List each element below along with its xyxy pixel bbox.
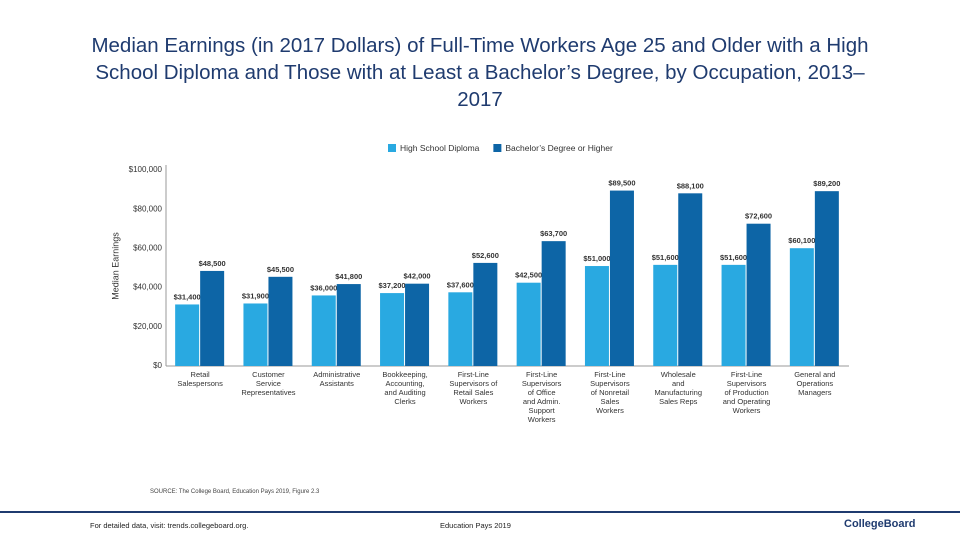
bar [653,264,678,366]
footer-center: Education Pays 2019 [440,521,511,530]
bar [175,304,200,366]
x-tick-label: General and Operations Managers [794,370,836,397]
bar [405,283,430,366]
value-label: $89,200 [813,179,840,188]
bar [336,284,361,366]
bar [516,282,541,366]
value-label: $36,000 [310,283,337,292]
value-label: $60,100 [788,236,815,245]
value-label: $89,500 [608,179,635,188]
value-label: $72,600 [745,212,772,221]
y-tick-label: $20,000 [133,322,162,331]
value-label: $88,100 [677,181,704,190]
bar [200,270,225,366]
bar [473,262,498,366]
x-tick-label: First-Line Supervisors of Retail Sales W… [449,370,498,406]
source-note: SOURCE: The College Board, Education Pay… [150,489,320,495]
x-tick-label: First-Line Supervisors of Production and… [722,370,771,415]
bar [746,223,771,366]
value-label: $37,200 [378,281,405,290]
bar [380,293,405,366]
value-label: $48,500 [199,259,226,268]
logo: CollegeBoard [844,518,916,530]
value-label: $51,000 [583,254,610,263]
value-label: $31,400 [174,292,201,301]
value-label: $37,600 [447,280,474,289]
value-label: $51,600 [720,253,747,262]
x-tick-label: First-Line Supervisors of Office and Adm… [521,370,562,424]
value-label: $45,500 [267,265,294,274]
y-tick-label: $80,000 [133,204,162,213]
x-tick-label: Customer Service Representatives [241,370,296,397]
bar [268,276,293,366]
legend-swatch [388,144,396,152]
y-tick-label: $100,000 [129,165,163,174]
bar [584,266,609,366]
legend-label: High School Diploma [400,143,480,153]
legend-swatch [493,144,502,152]
y-tick-label: $0 [153,361,162,370]
bar [243,303,268,366]
bar [721,264,746,366]
bar [609,190,634,366]
x-tick-label: Administrative Assistants [313,370,361,388]
x-tick-label: Retail Salespersons [177,370,223,388]
footer-link: For detailed data, visit: trends.college… [90,521,249,530]
value-label: $41,800 [335,272,362,281]
bar [311,295,336,366]
value-label: $42,500 [515,271,542,280]
legend-label: Bachelor’s Degree or Higher [505,143,613,153]
value-label: $63,700 [540,229,567,238]
y-axis-label: Median Earnings [110,232,120,300]
x-tick-label: Wholesale and Manufacturing Sales Reps [654,370,703,406]
value-label: $52,600 [472,251,499,260]
chart-title: Median Earnings (in 2017 Dollars) of Ful… [91,34,869,111]
y-tick-label: $40,000 [133,283,162,292]
value-label: $51,600 [652,253,679,262]
bar [814,191,839,366]
value-label: $31,900 [242,291,269,300]
bar [678,193,703,366]
x-tick-label: First-Line Supervisors of Nonretail Sale… [590,370,630,415]
value-label: $42,000 [403,272,430,281]
x-tick-label: Bookkeeping, Accounting, and Auditing Cl… [382,370,428,406]
y-tick-label: $60,000 [133,244,162,253]
bar [789,248,814,366]
bar [541,241,566,366]
bar [448,292,473,366]
